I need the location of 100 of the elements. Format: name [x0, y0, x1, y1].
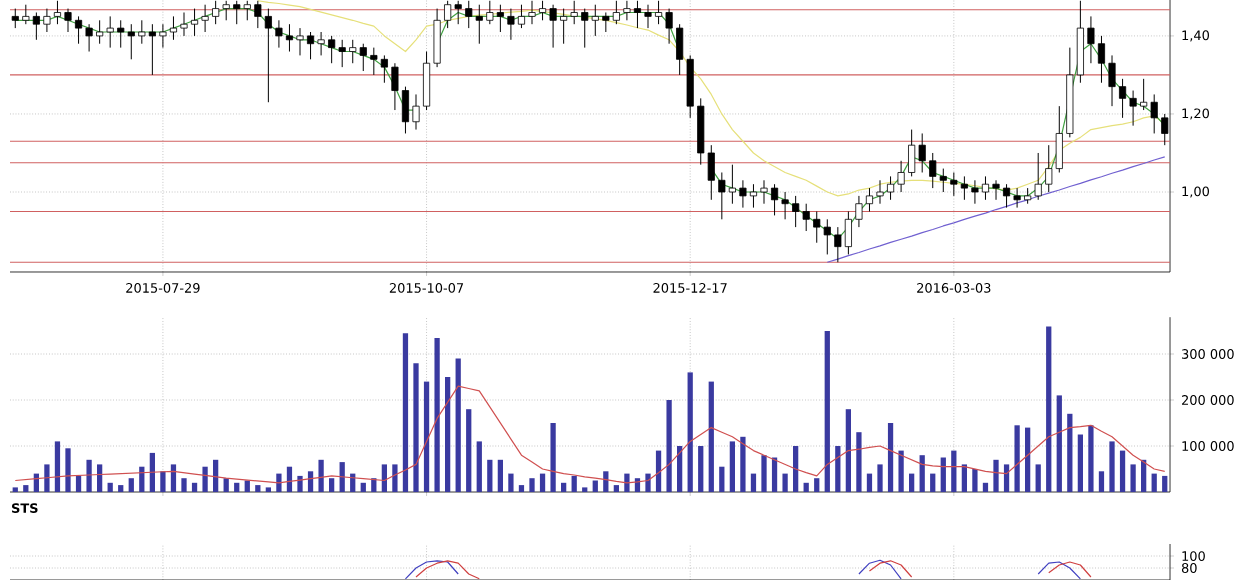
bar	[392, 464, 398, 492]
bar	[487, 459, 493, 492]
bar	[824, 330, 830, 492]
bar	[919, 455, 925, 492]
bar	[740, 436, 746, 492]
bar	[23, 485, 29, 492]
bar	[191, 482, 198, 492]
bar	[782, 473, 788, 492]
bar	[455, 358, 461, 492]
bar	[149, 452, 155, 492]
bar	[1003, 464, 1010, 492]
bar	[339, 462, 345, 492]
bar	[993, 459, 999, 492]
bar	[276, 473, 282, 492]
bar	[909, 473, 915, 492]
bar	[360, 482, 366, 492]
bar	[107, 482, 113, 492]
bar	[497, 459, 504, 492]
bar	[307, 471, 314, 492]
bar	[1119, 450, 1126, 492]
bar	[139, 466, 145, 492]
bar	[729, 441, 736, 492]
bar	[561, 482, 567, 492]
bar	[1141, 459, 1147, 492]
bar	[677, 446, 683, 492]
bar	[1088, 425, 1094, 492]
bar	[951, 450, 957, 492]
bar	[508, 473, 514, 492]
bar	[65, 448, 71, 492]
bar	[645, 473, 651, 492]
bar	[402, 333, 409, 492]
bar	[445, 377, 451, 492]
bar	[550, 423, 556, 492]
bar	[255, 485, 261, 492]
bar	[44, 464, 50, 492]
bar	[86, 459, 92, 492]
line-series	[826, 156, 1166, 263]
bar	[887, 423, 894, 492]
bar	[160, 471, 166, 492]
bar	[856, 432, 862, 492]
bar	[708, 381, 714, 492]
bar	[423, 381, 430, 492]
bar	[170, 464, 177, 492]
bar	[898, 450, 904, 492]
bar	[1130, 464, 1136, 492]
bar	[961, 464, 968, 492]
bar	[202, 466, 208, 492]
bar	[803, 482, 809, 492]
bar	[118, 485, 124, 492]
bar	[624, 473, 630, 492]
bar	[877, 464, 883, 492]
bar	[866, 473, 873, 492]
bar	[666, 400, 672, 492]
bar	[128, 478, 134, 492]
bar	[54, 441, 61, 492]
bar	[434, 337, 440, 492]
bar	[1056, 395, 1062, 492]
bar	[476, 441, 482, 492]
bar	[244, 480, 250, 492]
bar	[835, 446, 841, 492]
bar	[687, 372, 693, 492]
bar	[97, 464, 103, 492]
bar	[234, 482, 240, 492]
bar	[297, 475, 303, 492]
bar	[466, 409, 472, 492]
bar	[845, 409, 852, 492]
bar	[1035, 464, 1041, 492]
bar	[592, 480, 598, 492]
bar	[719, 466, 725, 492]
bar	[793, 446, 799, 492]
bar	[613, 485, 620, 492]
bar	[1067, 413, 1073, 492]
bar	[539, 473, 546, 492]
bar	[518, 485, 525, 492]
bar	[771, 457, 778, 492]
bar	[1098, 471, 1105, 492]
bar	[318, 459, 324, 492]
bar	[381, 464, 388, 492]
bar	[1046, 326, 1052, 492]
bar	[75, 475, 82, 492]
bar	[1109, 441, 1115, 492]
bar	[698, 446, 704, 492]
bar	[1025, 427, 1031, 492]
bar	[1014, 425, 1020, 492]
bar	[603, 471, 609, 492]
bar	[529, 478, 535, 492]
bar	[940, 457, 946, 492]
bar	[814, 478, 820, 492]
bar	[930, 473, 936, 492]
bar	[750, 473, 757, 492]
bar	[329, 478, 335, 492]
bar	[1151, 473, 1157, 492]
bar	[655, 450, 662, 492]
bar	[1162, 475, 1168, 492]
bar	[213, 459, 219, 492]
bar	[413, 363, 419, 492]
bar	[761, 455, 767, 492]
bar	[571, 475, 577, 492]
bar	[972, 469, 978, 492]
bar	[1077, 434, 1084, 492]
